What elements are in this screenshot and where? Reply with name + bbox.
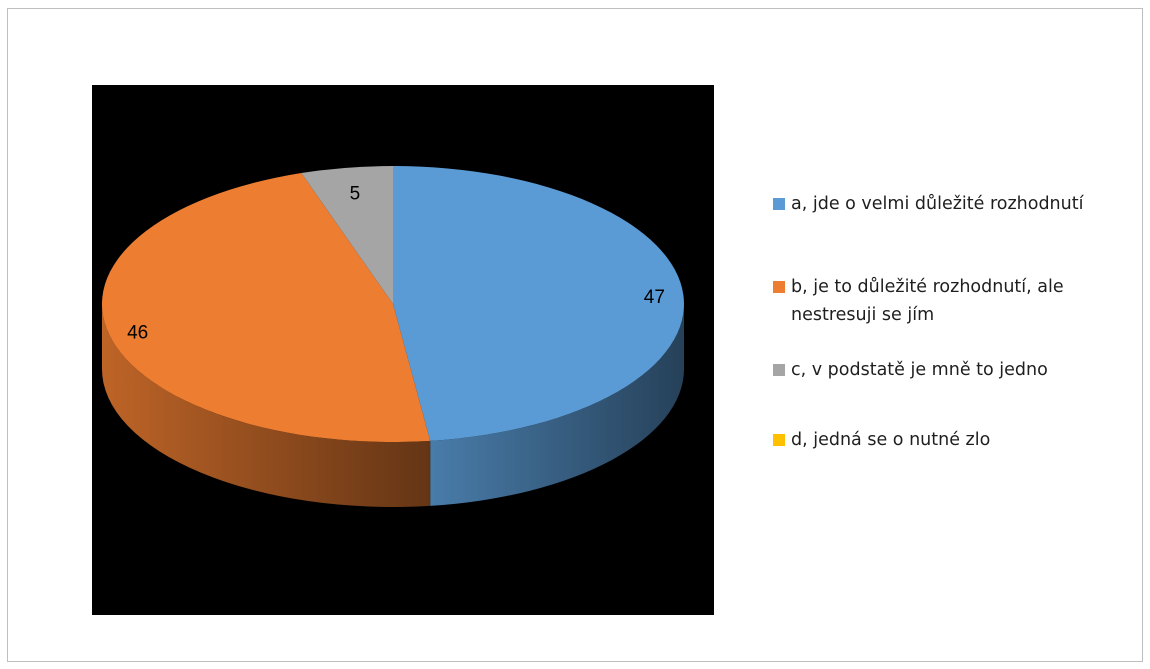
legend-item-c: c, v podstatě je mně to jedno: [773, 356, 1133, 384]
legend-label-d: d, jedná se o nutné zlo: [791, 430, 991, 450]
legend-swatch-a: [773, 198, 785, 210]
legend-item-d: d, jedná se o nutné zlo: [773, 426, 1133, 454]
legend-swatch-b: [773, 281, 785, 293]
chart-frame: 47 46 5: [7, 8, 1143, 662]
pie-chart: 47 46 5: [101, 166, 685, 508]
legend-item-b: b, je to důležité rozhodnutí, ale nestre…: [773, 273, 1133, 329]
data-label-c: 5: [350, 183, 361, 204]
pie-side-0: [430, 304, 684, 506]
legend-item-a: a, jde o velmi důležité rozhodnutí: [773, 190, 1133, 218]
data-label-b: 46: [127, 323, 148, 344]
pie-slice-c: [301, 166, 393, 304]
legend-swatch-c: [773, 364, 785, 376]
pie-slice-b: [101, 173, 431, 443]
pie-slice-a: [393, 166, 685, 441]
data-label-a: 47: [644, 287, 665, 308]
legend-swatch-d: [773, 434, 785, 446]
pie-side-1: [102, 304, 431, 508]
plot-area: 47 46 5: [92, 85, 714, 615]
legend-label-b: b, je to důležité rozhodnutí, ale nestre…: [791, 277, 1064, 325]
legend-label-a: a, jde o velmi důležité rozhodnutí: [791, 194, 1084, 214]
legend-label-c: c, v podstatě je mně to jedno: [791, 360, 1048, 380]
